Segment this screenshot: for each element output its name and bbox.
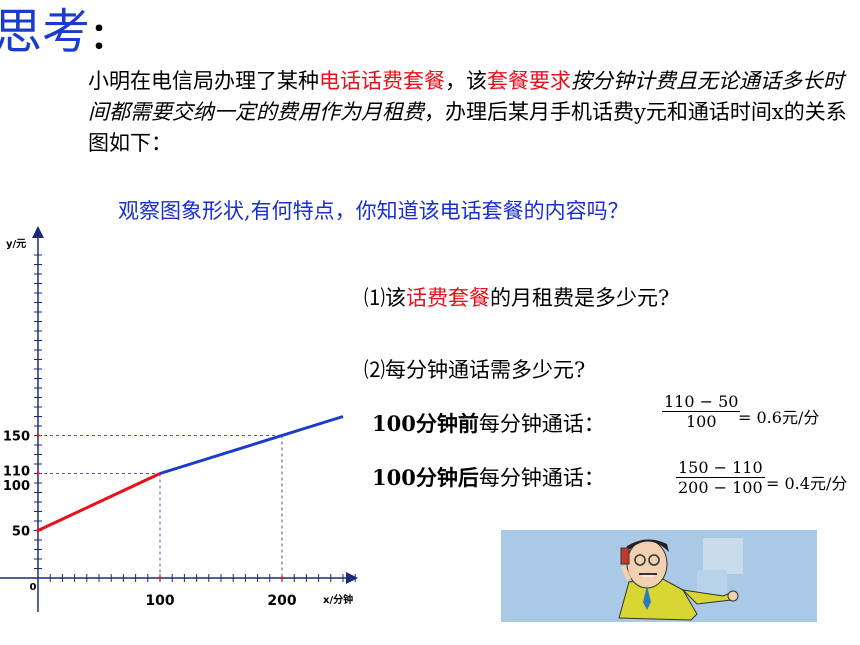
x-axis-label: x/分钟: [323, 593, 353, 606]
series-line-1: [159, 415, 344, 475]
x-tick-label: 0: [30, 582, 37, 593]
x-tick-label: 200: [267, 593, 296, 609]
q1-prefix: ⑴该: [364, 286, 406, 310]
y-intercept-marker: [36, 529, 40, 532]
series-line-0: [37, 472, 161, 532]
para-part-3: ，该: [445, 69, 487, 93]
calc1-denominator: 100: [685, 412, 717, 431]
person-on-phone-icon: [501, 530, 817, 622]
calc-before-100: 100分钟前每分钟通话：: [372, 408, 605, 438]
title-colon: ：: [90, 15, 127, 57]
q1-red: 话费套餐: [406, 286, 490, 310]
x-tick-label: 100: [145, 593, 174, 609]
para-italic: 按分钟计费且无论通话多长时间都需要交纳一定的费用作为月租费: [88, 69, 844, 124]
question-1: ⑴该话费套餐的月租费是多少元?: [364, 282, 669, 312]
calc2-result: = 0.4元/分: [766, 474, 848, 493]
cartoon-picture: [501, 530, 817, 622]
observe-question: 观察图象形状,有何特点，你知道该电话套餐的内容吗？: [118, 199, 629, 223]
y-tick-label: 50: [12, 525, 30, 540]
para-phone-plan: 电话话费套餐: [319, 69, 445, 93]
y-marker: [36, 472, 40, 475]
calc-after-100: 100分钟后每分钟通话：: [372, 462, 605, 492]
slide-title: 思考：: [0, 2, 126, 66]
calc1-fraction: 110 − 50 100: [662, 392, 741, 431]
para-part-6: ，办理后某月手机话费y元和通话时间x的关系图如下：: [88, 100, 847, 155]
y-tick-label: 100: [3, 479, 30, 494]
y-tick-label: 150: [3, 430, 30, 445]
calc2-fraction: 150 − 110 200 − 100: [676, 458, 765, 497]
y-axis-label: y/元: [6, 238, 26, 250]
x-marker: [158, 576, 162, 580]
calc2-numerator: 150 − 110: [676, 458, 765, 478]
calc2-bold: 100分钟后: [372, 465, 479, 490]
title-text: 思考: [0, 4, 91, 60]
calc1-text: 每分钟通话：: [478, 412, 605, 436]
calc2-denominator: 200 − 100: [678, 478, 763, 497]
calc1-numerator: 110 − 50: [662, 392, 741, 412]
calc1-result: = 0.6元/分: [738, 408, 820, 427]
para-part-1: 小明在电信局办理了某种: [88, 69, 319, 93]
q1-suffix: 的月租费是多少元?: [490, 286, 670, 310]
para-plan-requirement: 套餐要求: [487, 69, 571, 93]
y-tick-label: 110: [3, 465, 30, 480]
calc2-text: 每分钟通话：: [478, 466, 605, 490]
problem-paragraph: 小明在电信局办理了某种电话话费套餐，该套餐要求按分钟计费且无论通话多长时间都需要…: [88, 66, 858, 159]
y-marker: [36, 434, 40, 437]
calc1-bold: 100分钟前: [372, 411, 479, 436]
question-2: ⑵每分钟通话需多少元?: [364, 358, 586, 382]
x-marker: [280, 576, 284, 580]
